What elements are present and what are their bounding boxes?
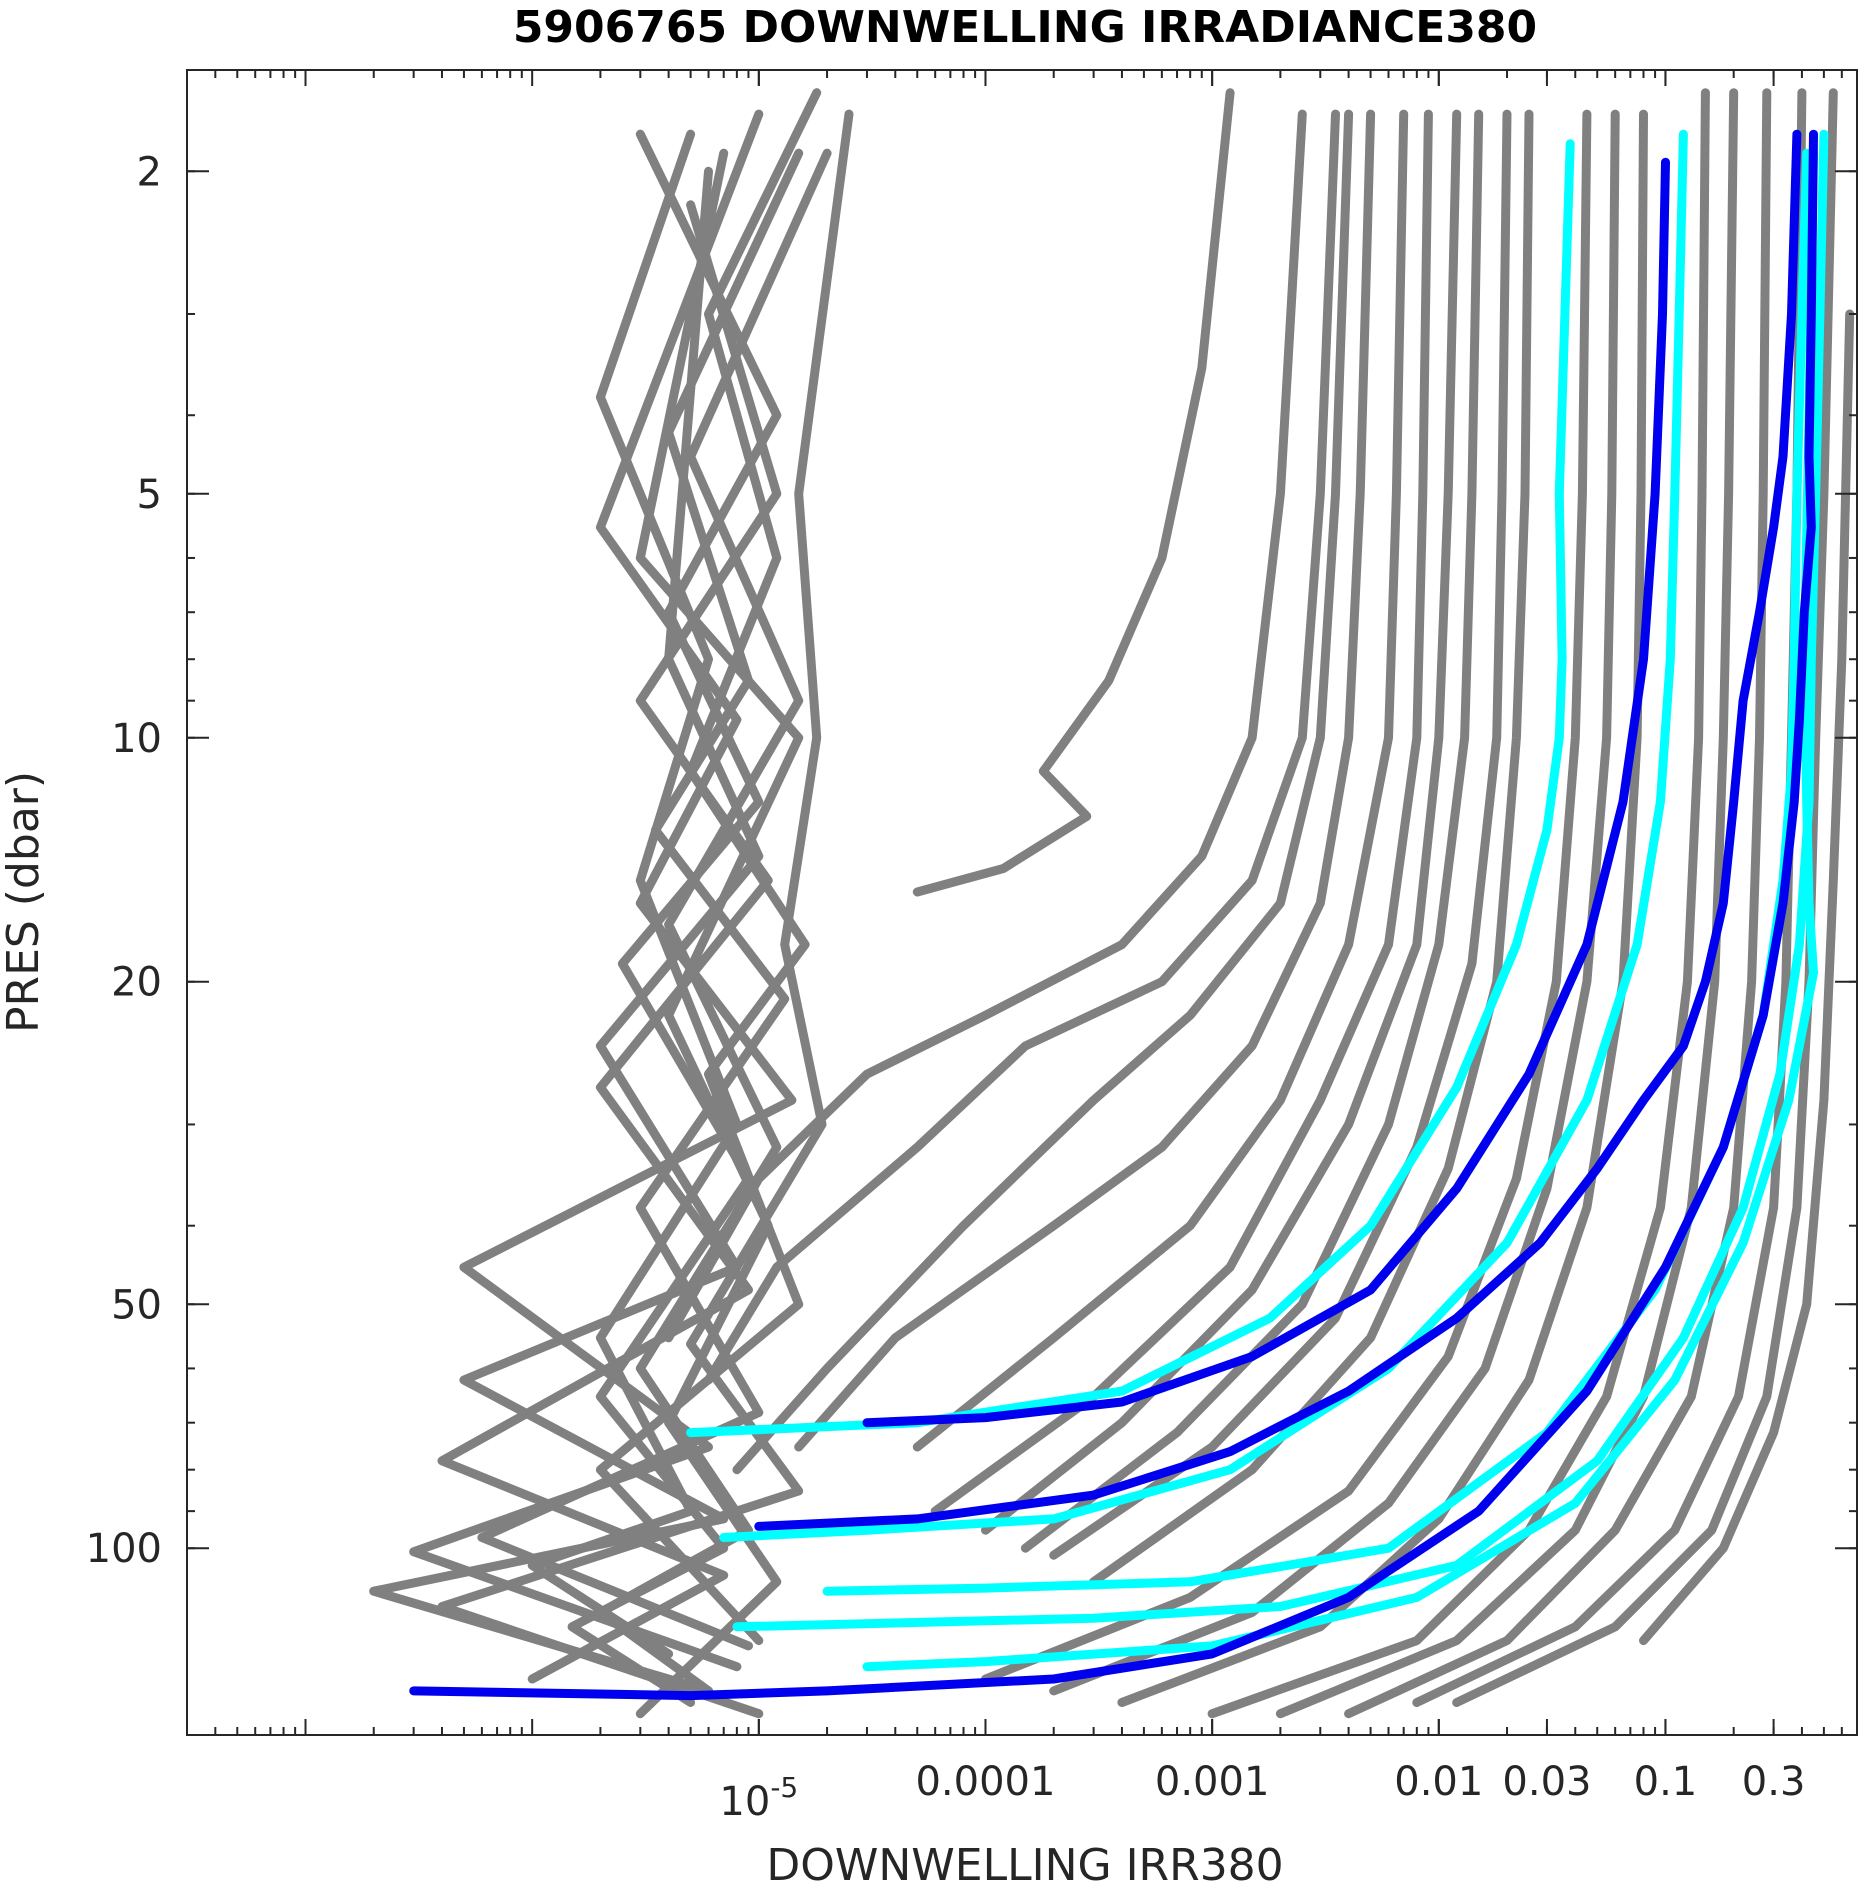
profile-line-17 xyxy=(930,109,1433,1516)
profile-line-13 xyxy=(704,109,1340,1385)
profile-line-6 xyxy=(595,88,822,1646)
profile-line-31 xyxy=(686,139,1575,1438)
profile-line-18 xyxy=(981,109,1462,1535)
chart-title: 5906765 DOWNWELLING IRRADIANCE380 xyxy=(513,2,1537,53)
profile-line-15 xyxy=(794,109,1376,1452)
profile-line-25 xyxy=(1207,88,1710,1719)
y-tick-label: 20 xyxy=(111,960,162,1006)
y-tick-label: 5 xyxy=(137,472,162,518)
profile-line-10 xyxy=(437,200,782,1684)
y-tick-label: 100 xyxy=(86,1526,162,1572)
profile-line-19 xyxy=(1020,109,1484,1553)
series-layer xyxy=(369,88,1855,1719)
profile-line-12 xyxy=(664,109,1307,1343)
profile-line-3 xyxy=(567,129,782,1707)
profile-line-11 xyxy=(912,88,1235,897)
profile-line-32 xyxy=(719,129,1688,1542)
x-tick-label: 0.0001 xyxy=(915,1759,1055,1805)
x-tick-label: 0.3 xyxy=(1742,1759,1806,1805)
x-tick-label: 0.03 xyxy=(1502,1759,1591,1805)
profile-line-29 xyxy=(1452,88,1838,1707)
profile-line-37 xyxy=(754,129,1802,1531)
x-axis-label: DOWNWELLING IRR380 xyxy=(766,1840,1283,1891)
profile-line-30 xyxy=(1639,309,1855,1646)
tick-label-layer: 10-5 0.0001 0.001 0.01 0.03 0.1 0.3 2 5 10 20 50 100 xyxy=(86,149,1806,1825)
x-tick-label: 0.01 xyxy=(1394,1759,1483,1805)
profile-line-21 xyxy=(1089,109,1534,1587)
y-tick-label: 10 xyxy=(111,716,162,762)
profile-line-14 xyxy=(732,109,1354,1475)
x-tick-label: 10-5 xyxy=(719,1771,798,1825)
profile-line-4 xyxy=(409,109,797,1672)
y-axis-label: PRES (dbar) xyxy=(0,771,49,1033)
profile-line-38 xyxy=(409,129,1818,1701)
y-tick-label: 2 xyxy=(137,149,162,195)
profile-line-5 xyxy=(635,148,804,1719)
plot-frame xyxy=(186,69,1858,1736)
profile-line-16 xyxy=(912,109,1409,1452)
tick-layer xyxy=(186,70,1857,1735)
x-tick-label: 0.1 xyxy=(1634,1759,1698,1805)
profile-line-23 xyxy=(1049,109,1620,1696)
profile-line-9 xyxy=(477,148,804,1651)
x-tick-label: 0.001 xyxy=(1155,1759,1270,1805)
profile-line-20 xyxy=(1049,109,1512,1560)
y-tick-label: 50 xyxy=(111,1282,162,1328)
profile-line-22 xyxy=(981,109,1592,1684)
profile-line-36 xyxy=(862,157,1670,1428)
